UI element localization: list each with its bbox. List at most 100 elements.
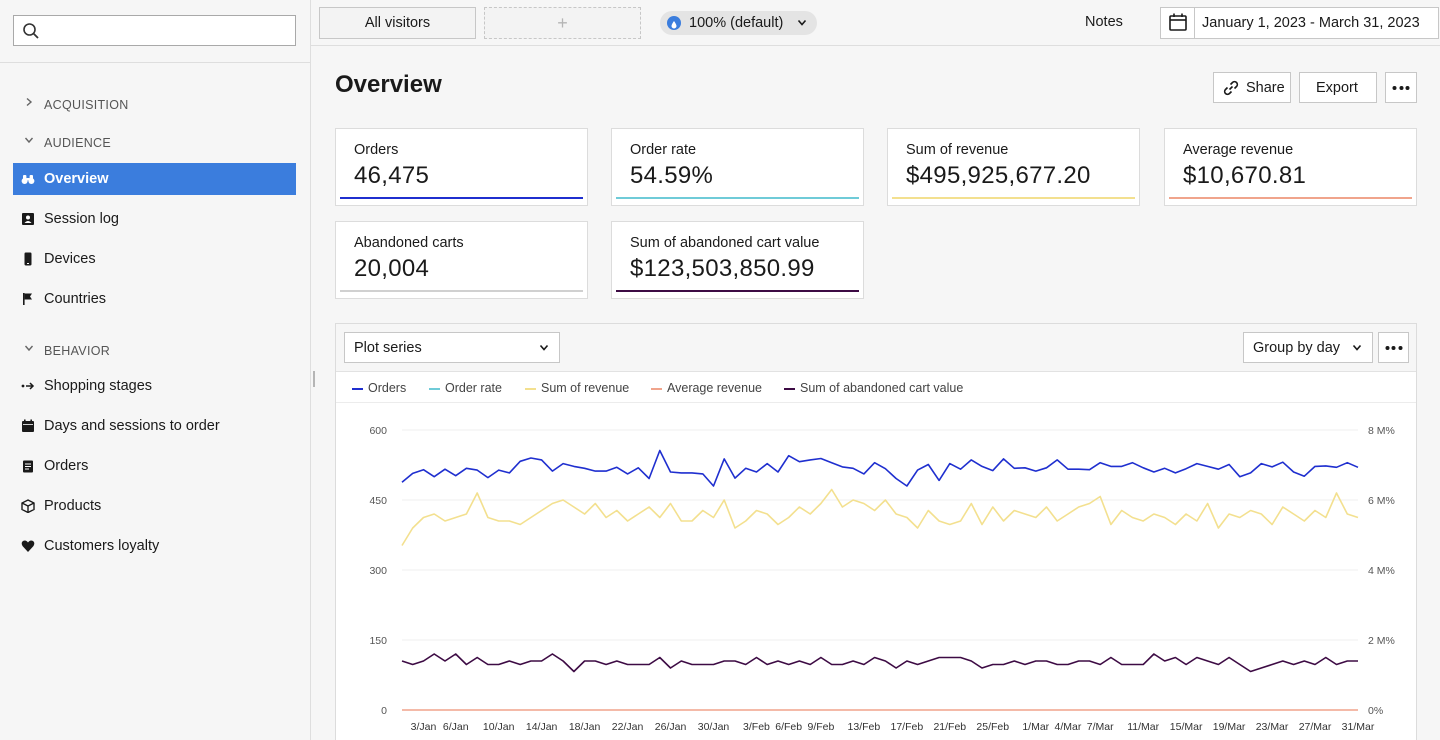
binoculars-icon: [21, 175, 35, 184]
x-axis-tick-label: 30/Jan: [698, 721, 730, 733]
x-axis-tick-label: 25/Feb: [976, 721, 1009, 733]
kpi-card-average-revenue[interactable]: Average revenue $10,670.81: [1164, 128, 1417, 206]
more-horizontal-icon: [1385, 345, 1402, 350]
more-options-button[interactable]: [1385, 72, 1417, 103]
search-icon: [23, 23, 39, 39]
kpi-label: Orders: [354, 142, 399, 158]
more-horizontal-icon: [1392, 85, 1410, 90]
legend-label: Sum of abandoned cart value: [800, 381, 964, 395]
legend-swatch: [525, 388, 536, 390]
section-label: ACQUISITION: [44, 98, 129, 112]
sidebar-item-customers-loyalty[interactable]: Customers loyalty: [13, 530, 296, 562]
date-range-label: January 1, 2023 - March 31, 2023: [1202, 15, 1420, 31]
export-button[interactable]: Export: [1299, 72, 1377, 103]
sidebar-item-session-log[interactable]: Session log: [13, 203, 296, 235]
chevron-down-icon: [24, 345, 34, 352]
left-axis-tick-label: 0: [381, 705, 387, 717]
segment-all-visitors-button[interactable]: All visitors: [319, 7, 476, 39]
section-behavior[interactable]: BEHAVIOR: [0, 340, 311, 362]
group-by-label: Group by day: [1253, 340, 1341, 356]
chart-more-button[interactable]: [1378, 332, 1409, 363]
right-axis-tick-label: 8 M%: [1368, 425, 1395, 437]
plot-series-dropdown[interactable]: Plot series: [344, 332, 560, 363]
search-input[interactable]: [13, 15, 296, 46]
kpi-label: Sum of abandoned cart value: [630, 235, 820, 251]
page-title: Overview: [335, 71, 442, 98]
kpi-card-order-rate[interactable]: Order rate 54.59%: [611, 128, 864, 206]
left-axis-tick-label: 600: [369, 425, 387, 437]
kpi-card-sum-abandoned-cart-value[interactable]: Sum of abandoned cart value $123,503,850…: [611, 221, 864, 299]
x-axis-tick-label: 9/Feb: [807, 721, 834, 733]
share-button[interactable]: Share: [1213, 72, 1291, 103]
kpi-card-orders[interactable]: Orders 46,475: [335, 128, 588, 206]
legend-label: Order rate: [445, 381, 502, 395]
drop-icon: [667, 16, 681, 30]
x-axis-tick-label: 3/Feb: [743, 721, 770, 733]
heart-icon: [21, 540, 35, 552]
sidebar-item-countries[interactable]: Countries: [13, 283, 296, 315]
clipboard-icon: [23, 460, 33, 473]
legend-swatch: [429, 388, 440, 390]
kpi-label: Average revenue: [1183, 142, 1294, 158]
date-range-picker[interactable]: January 1, 2023 - March 31, 2023: [1160, 7, 1439, 39]
legend-label: Sum of revenue: [541, 381, 630, 395]
legend-label: Orders: [368, 381, 407, 395]
section-audience[interactable]: AUDIENCE: [0, 132, 311, 154]
kpi-label: Sum of revenue: [906, 142, 1009, 158]
x-axis-tick-label: 14/Jan: [526, 721, 558, 733]
kpi-value: 54.59%: [630, 162, 714, 189]
topbar: All visitors + 100% (default) Notes Janu…: [311, 0, 1440, 46]
kpi-color-line: [340, 290, 583, 292]
kpi-value: $123,503,850.99: [630, 255, 815, 282]
box-icon: [21, 499, 35, 513]
kpi-card-sum-of-revenue[interactable]: Sum of revenue $495,925,677.20: [887, 128, 1140, 206]
sidebar-item-orders[interactable]: Orders: [13, 450, 296, 482]
sidebar-resize-handle[interactable]: [313, 371, 315, 387]
chevron-right-icon: [26, 97, 33, 107]
sampling-dropdown[interactable]: 100% (default): [660, 11, 817, 35]
kpi-color-line: [616, 197, 859, 199]
id-card-icon: [22, 213, 34, 225]
right-axis-tick-label: 6 M%: [1368, 495, 1395, 507]
sampling-label: 100% (default): [689, 15, 784, 31]
sidebar-item-products[interactable]: Products: [13, 490, 296, 522]
sidebar-item-label: Days and sessions to order: [44, 418, 220, 434]
chevron-down-icon: [1352, 344, 1362, 351]
sidebar-item-overview[interactable]: Overview: [13, 163, 296, 195]
calendar-icon: [1161, 8, 1195, 38]
x-axis-tick-label: 13/Feb: [848, 721, 881, 733]
sidebar-item-label: Devices: [44, 251, 96, 267]
left-axis-tick-label: 300: [369, 565, 387, 577]
chevron-down-icon: [539, 344, 549, 351]
x-axis-tick-label: 1/Mar: [1022, 721, 1049, 733]
series-line-sum-of-revenue: [401, 488, 1359, 546]
sidebar-item-shopping-stages[interactable]: Shopping stages: [13, 370, 296, 402]
kpi-value: 46,475: [354, 162, 430, 189]
sidebar-item-devices[interactable]: Devices: [13, 243, 296, 275]
section-acquisition[interactable]: ACQUISITION: [0, 94, 311, 116]
chart-panel: Plot series Group by day Orders Order ra…: [335, 323, 1417, 740]
x-axis-tick-label: 4/Mar: [1055, 721, 1082, 733]
right-axis-tick-label: 4 M%: [1368, 565, 1395, 577]
notes-button[interactable]: Notes: [1085, 14, 1123, 30]
x-axis-tick-label: 19/Mar: [1213, 721, 1246, 733]
kpi-color-line: [892, 197, 1135, 199]
legend-swatch: [352, 388, 363, 390]
x-axis-tick-label: 3/Jan: [411, 721, 437, 733]
line-chart: 600 8 M% 450 6 M% 300 4 M% 150 2 M% 0 0% 3/Jan 6/Ja…: [369, 425, 1395, 733]
sidebar-item-label: Session log: [44, 211, 119, 227]
x-axis-tick-label: 15/Mar: [1170, 721, 1203, 733]
right-axis-tick-label: 2 M%: [1368, 635, 1395, 647]
add-segment-button[interactable]: +: [484, 7, 641, 39]
sidebar-item-days-sessions[interactable]: Days and sessions to order: [13, 410, 296, 442]
export-label: Export: [1316, 80, 1358, 96]
kpi-color-line: [1169, 197, 1412, 199]
group-by-dropdown[interactable]: Group by day: [1243, 332, 1373, 363]
x-axis-tick-label: 18/Jan: [569, 721, 601, 733]
sidebar-item-label: Products: [44, 498, 102, 514]
x-axis-tick-label: 7/Mar: [1087, 721, 1114, 733]
sidebar-item-label: Countries: [44, 291, 107, 307]
phone-icon: [24, 252, 32, 266]
kpi-label: Order rate: [630, 142, 697, 158]
kpi-card-abandoned-carts[interactable]: Abandoned carts 20,004: [335, 221, 588, 299]
